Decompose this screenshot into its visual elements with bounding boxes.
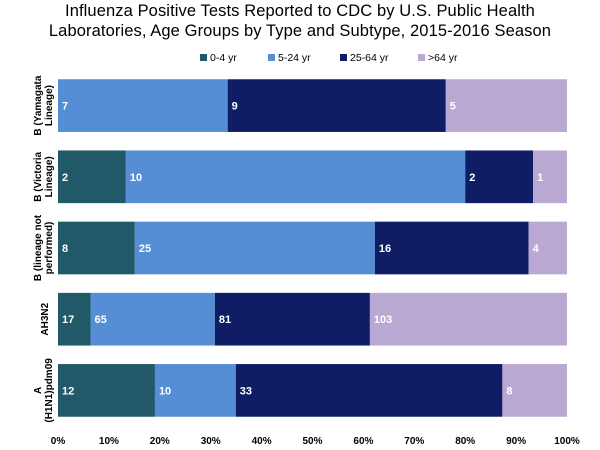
data-label-4-1: 10 bbox=[159, 385, 171, 397]
x-tick-label-8: 80% bbox=[455, 436, 475, 447]
data-label-2-2: 16 bbox=[379, 243, 391, 255]
bar-segment-0-3 bbox=[445, 79, 567, 132]
data-label-1-0: 2 bbox=[62, 172, 68, 184]
x-tick-label-5: 50% bbox=[302, 436, 322, 447]
data-label-2-0: 8 bbox=[62, 243, 68, 255]
bar-segment-3-2 bbox=[214, 292, 370, 346]
category-label-line: Lineage) bbox=[44, 85, 55, 126]
data-label-0-2: 9 bbox=[232, 101, 238, 113]
bar-segment-4-1 bbox=[154, 364, 236, 417]
bar-segment-0-2 bbox=[227, 79, 446, 132]
data-label-1-1: 10 bbox=[130, 172, 142, 184]
legend-swatch-1 bbox=[268, 54, 275, 61]
data-label-1-3: 1 bbox=[537, 172, 543, 184]
bar-segment-1-0 bbox=[58, 150, 126, 204]
category-label-line: Lineage) bbox=[44, 156, 55, 197]
legend-swatch-3 bbox=[418, 54, 425, 61]
x-tick-label-10: 100% bbox=[554, 436, 580, 447]
legend-label-2: 25-64 yr bbox=[350, 52, 389, 64]
chart-title-line-2: Laboratories, Age Groups by Type and Sub… bbox=[48, 22, 552, 40]
data-label-2-1: 25 bbox=[139, 243, 151, 255]
category-label-2: B (lineage notperformed) bbox=[33, 214, 55, 281]
data-label-4-2: 33 bbox=[240, 385, 252, 397]
bar-segment-2-1 bbox=[134, 221, 375, 275]
bar-segment-1-1 bbox=[125, 150, 466, 204]
category-label-line: A bbox=[33, 387, 44, 394]
category-label-line: B (Yamagata bbox=[33, 75, 44, 135]
category-label-0: B (YamagataLineage) bbox=[33, 75, 55, 135]
bar-segment-1-3 bbox=[533, 150, 567, 204]
data-label-0-1: 7 bbox=[62, 101, 68, 113]
category-label-line: AH3N2 bbox=[40, 302, 51, 335]
x-tick-label-9: 90% bbox=[506, 436, 526, 447]
x-tick-label-1: 10% bbox=[99, 436, 119, 447]
data-label-2-3: 4 bbox=[533, 243, 540, 255]
bar-segment-2-0 bbox=[58, 221, 135, 275]
x-tick-label-3: 30% bbox=[201, 436, 221, 447]
bar-segment-0-1 bbox=[58, 79, 228, 132]
x-tick-label-7: 70% bbox=[404, 436, 424, 447]
x-tick-label-0: 0% bbox=[51, 436, 66, 447]
data-label-3-1: 65 bbox=[95, 314, 107, 326]
x-tick-label-6: 60% bbox=[353, 436, 373, 447]
data-label-3-3: 103 bbox=[374, 314, 392, 326]
data-label-3-0: 17 bbox=[62, 314, 74, 326]
data-label-3-2: 81 bbox=[219, 314, 231, 326]
bar-segment-4-0 bbox=[58, 364, 155, 417]
data-label-0-3: 5 bbox=[450, 101, 456, 113]
data-label-1-2: 2 bbox=[469, 172, 475, 184]
data-label-4-0: 12 bbox=[62, 385, 74, 397]
x-tick-label-4: 40% bbox=[252, 436, 272, 447]
bar-segment-1-2 bbox=[465, 150, 534, 204]
x-tick-label-2: 20% bbox=[150, 436, 170, 447]
legend-label-3: >64 yr bbox=[428, 52, 458, 64]
category-label-4: A(H1N1)pdm09 bbox=[33, 358, 55, 423]
data-label-4-3: 8 bbox=[506, 385, 512, 397]
chart-title-line-1: Influenza Positive Tests Reported to CDC… bbox=[65, 2, 535, 20]
category-label-line: B (Victoria bbox=[33, 151, 44, 201]
bar-segment-3-3 bbox=[369, 292, 567, 346]
bar-segment-2-3 bbox=[528, 221, 567, 275]
category-label-line: performed) bbox=[44, 222, 55, 275]
category-label-1: B (VictoriaLineage) bbox=[33, 151, 55, 201]
legend-swatch-0 bbox=[200, 54, 207, 61]
legend-label-1: 5-24 yr bbox=[278, 52, 311, 64]
legend-label-0: 0-4 yr bbox=[210, 52, 237, 64]
bar-segment-3-1 bbox=[90, 292, 215, 346]
category-label-3: AH3N2 bbox=[40, 302, 51, 335]
bar-segment-3-0 bbox=[58, 292, 91, 346]
bar-segment-2-2 bbox=[374, 221, 529, 275]
category-label-line: B (lineage not bbox=[33, 214, 44, 281]
category-label-line: (H1N1)pdm09 bbox=[44, 358, 55, 423]
bar-segment-4-3 bbox=[502, 364, 567, 417]
legend-swatch-2 bbox=[340, 54, 347, 61]
bar-segment-4-2 bbox=[235, 364, 503, 417]
